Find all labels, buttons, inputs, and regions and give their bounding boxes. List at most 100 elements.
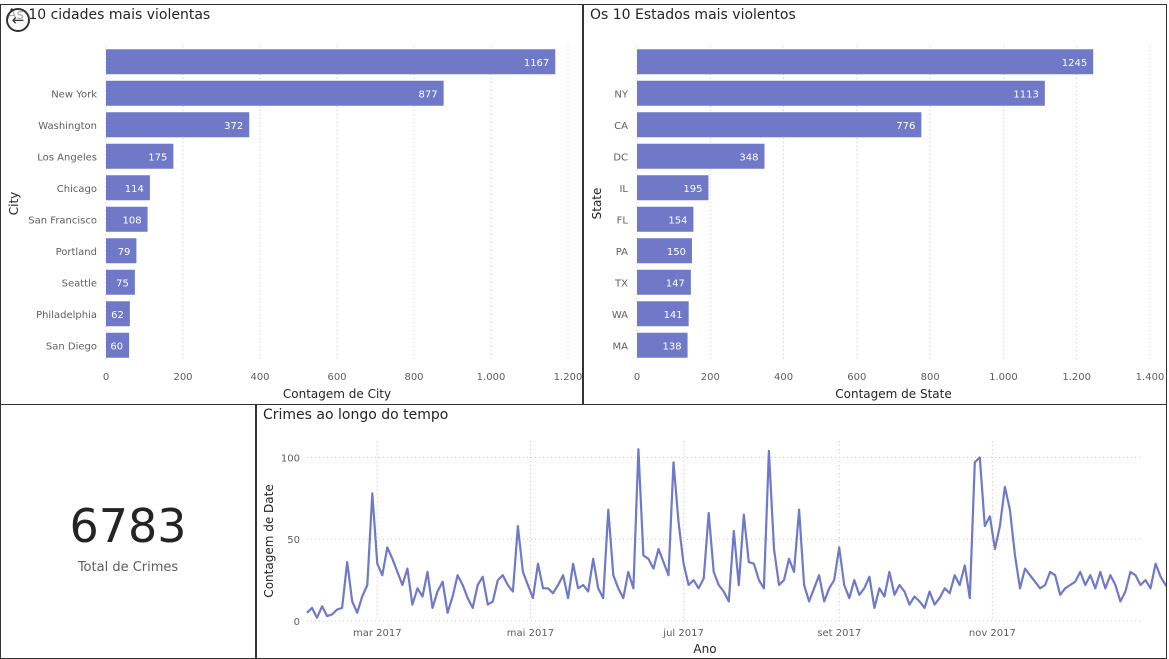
state-x-tick-label: 200 bbox=[701, 372, 720, 383]
city-category-label: Seattle bbox=[62, 278, 97, 289]
time-x-tick-label: mar 2017 bbox=[353, 628, 402, 639]
city-data-label: 62 bbox=[111, 310, 124, 321]
state-x-tick-label: 400 bbox=[774, 372, 793, 383]
state-category-label: DC bbox=[613, 152, 628, 163]
top-states-chart-title: Os 10 Estados mais violentos bbox=[590, 7, 796, 23]
state-category-label: WA bbox=[612, 310, 628, 321]
state-x-tick-label: 600 bbox=[847, 372, 866, 383]
state-data-label: 776 bbox=[896, 121, 915, 132]
crimes-over-time-line-chart: 0 50 100 mar 2017 mai 2017 jul 2017 set 2017 no… bbox=[262, 441, 1166, 656]
state-bar bbox=[637, 80, 1045, 106]
state-x-tick-label: 1.000 bbox=[989, 372, 1018, 383]
city-bar bbox=[106, 112, 250, 138]
state-category-label: NY bbox=[614, 89, 628, 100]
city-category-label: New York bbox=[51, 89, 97, 100]
city-data-label: 1167 bbox=[524, 58, 549, 69]
back-arrow-icon[interactable]: ← bbox=[6, 8, 30, 32]
state-data-label: 150 bbox=[667, 247, 686, 258]
city-bar bbox=[106, 269, 135, 295]
state-data-label: 195 bbox=[683, 184, 702, 195]
state-bar bbox=[637, 143, 765, 169]
state-bar bbox=[637, 112, 922, 138]
city-bar bbox=[106, 301, 130, 327]
state-category-label: PA bbox=[616, 247, 628, 258]
city-x-tick-label: 800 bbox=[404, 372, 423, 383]
time-x-tick-label: jul 2017 bbox=[662, 628, 704, 639]
state-x-tick-label: 1.400 bbox=[1136, 372, 1165, 383]
city-data-label: 372 bbox=[224, 121, 243, 132]
state-bar bbox=[637, 269, 691, 295]
total-crimes-label: Total de Crimes bbox=[77, 560, 179, 575]
state-data-label: 1113 bbox=[1013, 89, 1038, 100]
state-bar bbox=[637, 238, 692, 264]
city-x-tick-label: 200 bbox=[173, 372, 192, 383]
top-states-chart-panel[interactable]: Os 10 Estados mais violentos 0 200 400 600 8… bbox=[583, 4, 1167, 405]
city-data-label: 108 bbox=[122, 215, 141, 226]
state-x-tick-label: 0 bbox=[634, 372, 640, 383]
city-category-label: Chicago bbox=[57, 184, 97, 195]
city-x-axis-title: Contagem de City bbox=[283, 387, 391, 401]
time-y-tick-label: 0 bbox=[294, 617, 300, 628]
city-category-label: San Francisco bbox=[28, 215, 97, 226]
time-x-axis-title: Ano bbox=[693, 642, 716, 656]
time-x-tick-label: nov 2017 bbox=[969, 628, 1016, 639]
state-x-tick-label: 1.200 bbox=[1062, 372, 1091, 383]
time-y-tick-label: 100 bbox=[281, 453, 300, 464]
city-x-tick-label: 1.000 bbox=[477, 372, 506, 383]
top-states-bar-chart: 0 200 400 600 800 1.000 1.200 1.400 1245 1113 NY 77… bbox=[590, 46, 1165, 401]
time-y-axis-title: Contagem de Date bbox=[262, 484, 276, 597]
city-category-label: Portland bbox=[56, 247, 97, 258]
time-y-tick-label: 50 bbox=[287, 535, 300, 546]
state-x-axis-title: Contagem de State bbox=[835, 387, 951, 401]
state-x-tick-label: 800 bbox=[921, 372, 940, 383]
state-category-label: MA bbox=[613, 341, 629, 352]
city-category-label: Philadelphia bbox=[36, 310, 97, 321]
state-data-label: 141 bbox=[664, 310, 683, 321]
state-category-label: FL bbox=[617, 215, 629, 226]
city-bar bbox=[106, 49, 556, 75]
state-bar bbox=[637, 332, 688, 358]
city-bar bbox=[106, 143, 174, 169]
crimes-over-time-series-line bbox=[306, 448, 1166, 619]
city-bar bbox=[106, 238, 137, 264]
state-data-label: 147 bbox=[666, 278, 685, 289]
state-category-label: CA bbox=[614, 121, 628, 132]
state-category-label: TX bbox=[614, 278, 628, 289]
city-x-tick-label: 400 bbox=[250, 372, 269, 383]
city-category-label: San Diego bbox=[46, 341, 97, 352]
crimes-over-time-chart-title: Crimes ao longo do tempo bbox=[263, 407, 449, 423]
city-x-tick-label: 0 bbox=[103, 372, 109, 383]
city-data-label: 75 bbox=[116, 278, 129, 289]
state-data-label: 138 bbox=[662, 341, 681, 352]
city-bar bbox=[106, 332, 130, 358]
city-data-label: 877 bbox=[419, 89, 438, 100]
top-cities-chart-title: As 10 cidades mais violentas bbox=[7, 7, 211, 23]
city-bar bbox=[106, 175, 150, 201]
city-x-tick-label: 1.200 bbox=[554, 372, 583, 383]
city-data-label: 175 bbox=[148, 152, 167, 163]
state-data-label: 154 bbox=[668, 215, 687, 226]
state-data-label: 348 bbox=[739, 152, 758, 163]
state-y-axis-title: State bbox=[590, 188, 604, 220]
state-bar bbox=[637, 49, 1094, 75]
state-data-label: 1245 bbox=[1062, 58, 1087, 69]
city-y-axis-title: City bbox=[7, 192, 21, 216]
city-x-tick-label: 600 bbox=[327, 372, 346, 383]
total-crimes-card[interactable]: 6783 Total de Crimes bbox=[0, 404, 256, 659]
city-bar bbox=[106, 80, 444, 106]
total-crimes-value: 6783 bbox=[69, 499, 187, 553]
state-bar bbox=[637, 175, 709, 201]
time-x-tick-label: mai 2017 bbox=[507, 628, 554, 639]
city-category-label: Washington bbox=[38, 121, 97, 132]
top-cities-bar-chart: 0 200 400 600 800 1.000 1.200 1167 877 New York 37… bbox=[7, 46, 583, 401]
city-bar bbox=[106, 206, 148, 232]
city-category-label: Los Angeles bbox=[37, 152, 97, 163]
state-bar bbox=[637, 206, 694, 232]
state-bar bbox=[637, 301, 689, 327]
state-category-label: IL bbox=[619, 184, 628, 195]
top-cities-chart-panel[interactable]: As 10 cidades mais violentas 0 200 400 600 8… bbox=[0, 4, 583, 405]
crimes-over-time-chart-panel[interactable]: Crimes ao longo do tempo 0 50 100 mar 2017 m… bbox=[256, 404, 1167, 659]
city-data-label: 79 bbox=[118, 247, 131, 258]
city-data-label: 114 bbox=[125, 184, 144, 195]
time-x-tick-label: set 2017 bbox=[817, 628, 861, 639]
